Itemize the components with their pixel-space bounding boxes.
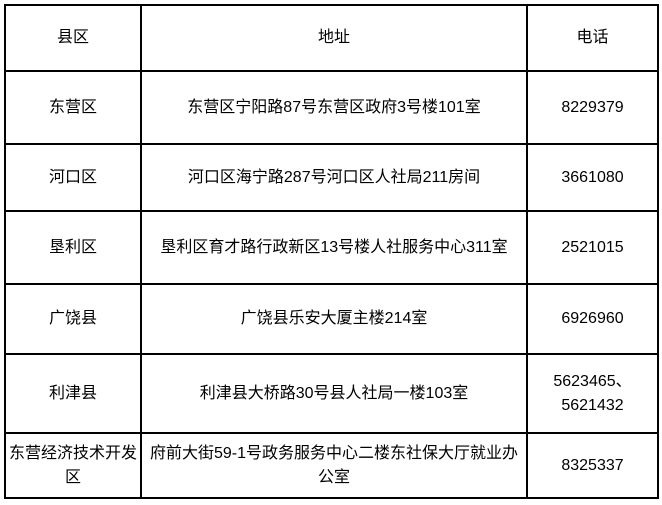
- address-cell: 府前大街59-1号政务服务中心二楼东社保大厅就业办公室: [140, 432, 528, 499]
- table-row: 垦利区 垦利区育才路行政新区13号楼人社服务中心311室 2521015: [4, 210, 659, 285]
- table-row: 河口区 河口区海宁路287号河口区人社局211房间 3661080: [4, 143, 659, 212]
- phone-cell: 8325337: [526, 432, 659, 499]
- address-cell: 东营区宁阳路87号东营区政府3号楼101室: [140, 70, 528, 145]
- phone-cell: 5623465、5621432: [526, 353, 659, 434]
- address-cell: 广饶县乐安大厦主楼214室: [140, 283, 528, 355]
- district-cell: 广饶县: [4, 283, 142, 355]
- table-header-row: 县区 地址 电话: [4, 4, 659, 72]
- phone-cell: 2521015: [526, 210, 659, 285]
- address-cell: 河口区海宁路287号河口区人社局211房间: [140, 143, 528, 212]
- district-cell: 垦利区: [4, 210, 142, 285]
- column-header-district: 县区: [4, 4, 142, 72]
- district-cell: 利津县: [4, 353, 142, 434]
- district-cell: 河口区: [4, 143, 142, 212]
- district-cell: 东营经济技术开发区: [4, 432, 142, 499]
- phone-cell: 6926960: [526, 283, 659, 355]
- phone-cell: 8229379: [526, 70, 659, 145]
- district-cell: 东营区: [4, 70, 142, 145]
- phone-cell: 3661080: [526, 143, 659, 212]
- contact-table: 县区 地址 电话 东营区 东营区宁阳路87号东营区政府3号楼101室 82293…: [4, 4, 659, 499]
- address-cell: 垦利区育才路行政新区13号楼人社服务中心311室: [140, 210, 528, 285]
- table-row: 东营区 东营区宁阳路87号东营区政府3号楼101室 8229379: [4, 70, 659, 145]
- table-row: 利津县 利津县大桥路30号县人社局一楼103室 5623465、5621432: [4, 353, 659, 434]
- address-cell: 利津县大桥路30号县人社局一楼103室: [140, 353, 528, 434]
- table-row: 广饶县 广饶县乐安大厦主楼214室 6926960: [4, 283, 659, 355]
- table-row: 东营经济技术开发区 府前大街59-1号政务服务中心二楼东社保大厅就业办公室 83…: [4, 432, 659, 499]
- column-header-phone: 电话: [526, 4, 659, 72]
- column-header-address: 地址: [140, 4, 528, 72]
